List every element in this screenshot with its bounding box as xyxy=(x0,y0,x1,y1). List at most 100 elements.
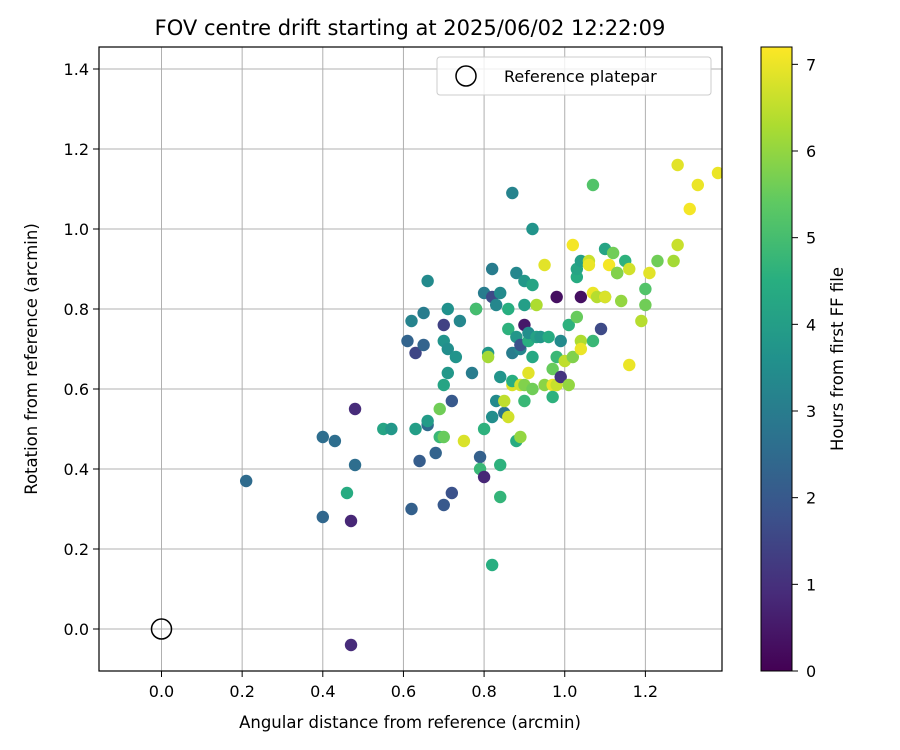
colorbar-tick-label: 1 xyxy=(806,575,816,594)
data-point xyxy=(344,638,358,652)
colorbar-label: Hours from first FF file xyxy=(828,267,847,451)
y-tick-label: 0.2 xyxy=(64,540,89,559)
data-point xyxy=(586,178,600,192)
data-point xyxy=(574,290,588,304)
x-axis-label: Angular distance from reference (arcmin) xyxy=(239,713,581,732)
data-point xyxy=(445,486,459,500)
x-tick-label: 0.8 xyxy=(471,682,496,701)
data-point xyxy=(574,342,588,356)
x-tick-label: 0.2 xyxy=(229,682,254,701)
data-point xyxy=(554,334,567,348)
data-point xyxy=(691,178,705,192)
data-point xyxy=(485,410,499,424)
colorbar-ticks: 0 1 2 3 4 5 6 7 xyxy=(792,55,816,681)
data-point xyxy=(401,334,414,348)
data-point xyxy=(506,186,519,200)
data-point xyxy=(417,306,430,320)
data-point xyxy=(518,394,531,408)
y-axis-label: Rotation from reference (arcmin) xyxy=(22,223,41,495)
data-point xyxy=(526,278,539,292)
data-point xyxy=(437,378,450,392)
data-point xyxy=(239,474,253,488)
data-point xyxy=(340,486,354,500)
colorbar-tick-label: 2 xyxy=(806,489,816,508)
data-point xyxy=(526,222,539,236)
data-point xyxy=(441,302,454,316)
data-point xyxy=(502,302,515,316)
data-point xyxy=(562,378,575,392)
colorbar: 0 1 2 3 4 5 6 7 Hours from first FF file xyxy=(760,46,847,681)
data-point xyxy=(453,314,467,328)
data-point xyxy=(554,370,567,384)
plot-area xyxy=(99,47,722,671)
data-point xyxy=(494,286,507,300)
data-point xyxy=(477,470,491,484)
chart-title: FOV centre drift starting at 2025/06/02 … xyxy=(155,16,666,40)
x-tick-label: 0.4 xyxy=(310,682,335,701)
y-axis-ticks: 0.0 0.2 0.4 0.6 0.8 1.0 1.2 1.4 xyxy=(64,60,99,639)
data-point xyxy=(465,366,479,380)
data-point xyxy=(546,390,559,404)
data-point xyxy=(405,502,418,516)
legend-marker xyxy=(455,65,477,87)
data-point xyxy=(550,290,563,304)
data-point xyxy=(494,370,507,384)
x-axis-ticks: 0.0 0.2 0.4 0.6 0.8 1.0 1.2 xyxy=(149,671,658,701)
data-point xyxy=(449,350,463,364)
data-point xyxy=(469,302,483,316)
data-point xyxy=(498,394,511,408)
data-point xyxy=(437,430,450,444)
data-point xyxy=(445,394,459,408)
data-point xyxy=(494,490,507,504)
data-point xyxy=(610,266,624,280)
data-point xyxy=(421,274,434,288)
data-point xyxy=(348,458,362,472)
data-point xyxy=(570,310,584,324)
y-tick-label: 0.0 xyxy=(64,620,89,639)
data-point xyxy=(502,410,515,424)
grid xyxy=(99,47,722,671)
y-tick-label: 1.4 xyxy=(64,60,89,79)
data-point xyxy=(671,158,684,172)
data-point xyxy=(598,290,612,304)
data-point xyxy=(494,458,507,472)
data-point xyxy=(328,434,342,448)
data-point xyxy=(344,514,358,528)
data-point xyxy=(316,510,329,524)
data-points xyxy=(239,158,722,652)
data-point xyxy=(433,402,446,416)
data-point xyxy=(417,338,430,352)
data-point xyxy=(635,314,648,328)
data-point xyxy=(473,450,487,464)
data-point xyxy=(510,266,523,280)
data-point xyxy=(489,298,503,312)
y-tick-label: 0.4 xyxy=(64,460,89,479)
data-point xyxy=(441,342,454,356)
y-tick-label: 1.2 xyxy=(64,140,89,159)
data-point xyxy=(409,346,422,360)
y-tick-label: 1.0 xyxy=(64,220,89,239)
data-point xyxy=(526,382,539,396)
x-tick-label: 0.6 xyxy=(391,682,416,701)
colorbar-tick-label: 0 xyxy=(806,662,816,681)
data-point xyxy=(518,298,531,312)
data-point xyxy=(623,262,636,276)
x-tick-label: 1.0 xyxy=(552,682,577,701)
data-point xyxy=(683,202,696,216)
data-point xyxy=(316,430,329,444)
data-point xyxy=(566,350,580,364)
data-point xyxy=(405,314,418,328)
reference-point xyxy=(150,618,173,640)
data-point xyxy=(437,498,450,512)
data-point xyxy=(711,166,722,180)
data-point xyxy=(530,298,543,312)
y-tick-label: 0.8 xyxy=(64,300,89,319)
data-point xyxy=(348,402,362,416)
data-point xyxy=(602,258,616,272)
data-point xyxy=(594,322,608,336)
data-point xyxy=(481,350,495,364)
data-point xyxy=(639,298,652,312)
data-point xyxy=(606,246,620,260)
data-point xyxy=(614,294,628,308)
